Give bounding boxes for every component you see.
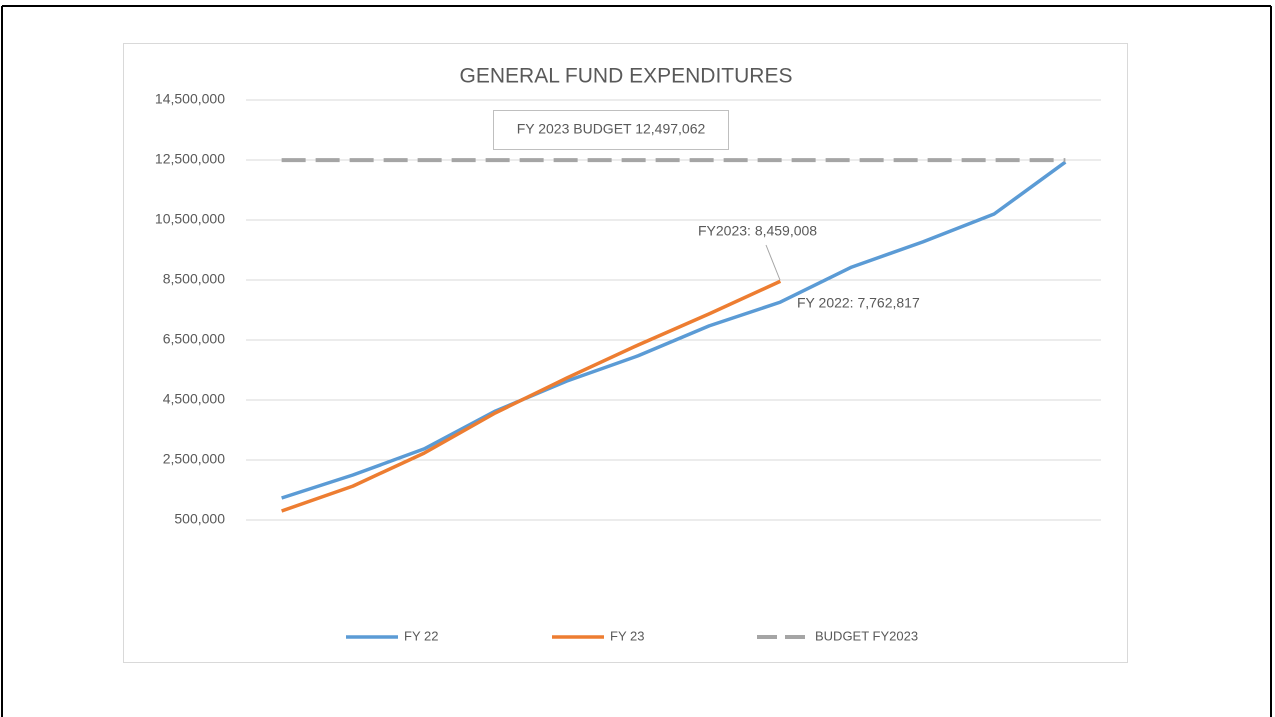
legend-label: BUDGET FY2023 — [815, 628, 918, 643]
y-tick-label: 10,500,000 — [155, 211, 225, 227]
y-tick-label: 12,500,000 — [155, 151, 225, 167]
series-line — [281, 279, 782, 513]
chart-title: GENERAL FUND EXPENDITURES — [460, 65, 793, 88]
annotation: FY 2023 BUDGET 12,497,062 — [517, 121, 706, 137]
legend-label: FY 22 — [404, 628, 438, 643]
annotation-leader — [765, 244, 781, 281]
y-tick-label: 14,500,000 — [155, 91, 225, 107]
annotation: FY2023: 8,459,008 — [698, 223, 817, 239]
y-tick-label: 4,500,000 — [163, 391, 225, 407]
y-tick-label: 8,500,000 — [163, 271, 225, 287]
y-tick-label: 2,500,000 — [163, 451, 225, 467]
y-tick-label: 6,500,000 — [163, 331, 225, 347]
legend-label: FY 23 — [610, 628, 644, 643]
y-tick-label: 500,000 — [174, 511, 225, 527]
series-line — [281, 160, 1067, 500]
annotation: FY 2022: 7,762,817 — [797, 295, 920, 311]
annotation-box — [493, 110, 729, 150]
